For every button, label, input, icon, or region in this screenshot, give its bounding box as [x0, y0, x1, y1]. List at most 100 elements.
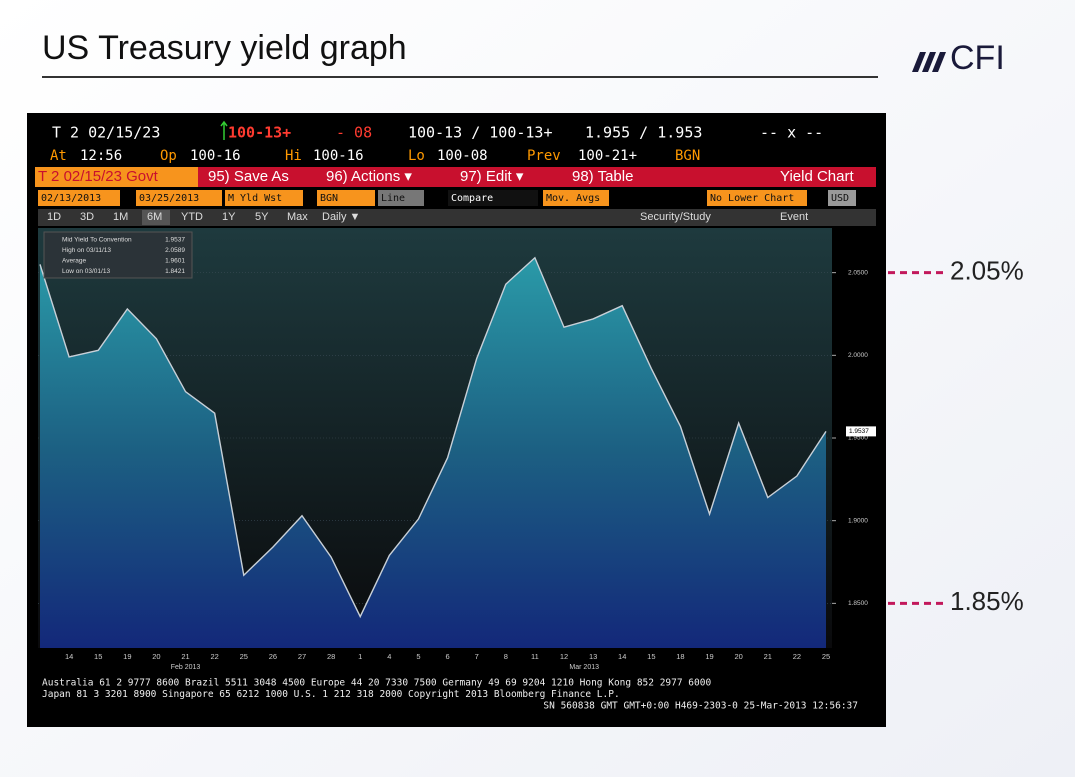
legend-label: Mid Yield To Convention: [62, 237, 132, 244]
x-tick-label: 20: [152, 652, 160, 661]
control-text[interactable]: Mov. Avgs: [546, 193, 600, 204]
stat-label: Lo: [408, 148, 425, 164]
stat-value: 100-21+: [578, 148, 637, 164]
control-box: [828, 190, 856, 206]
toolbar-item[interactable]: 97) Edit ▾: [460, 168, 524, 185]
x-tick-label: 18: [676, 652, 684, 661]
control-text[interactable]: 03/25/2013: [139, 193, 199, 204]
stat-value: 100-08: [437, 148, 488, 164]
control-text[interactable]: 02/13/2013: [41, 193, 101, 204]
x-tick-label: 6: [445, 652, 449, 661]
security-box: [35, 167, 198, 187]
stat-label: Hi: [285, 148, 302, 164]
range-item[interactable]: 1D: [47, 211, 61, 223]
control-text[interactable]: BGN: [320, 193, 338, 204]
logo-text: CFI: [950, 39, 1005, 77]
range-item[interactable]: 1M: [113, 211, 128, 223]
legend-value: 1.9537: [165, 237, 185, 244]
legend-label: Average: [62, 258, 86, 265]
x-tick-label: 26: [269, 652, 277, 661]
toolbar-item[interactable]: Yield Chart: [780, 168, 854, 185]
legend-label: Low on 03/01/13: [62, 268, 110, 275]
stat-value: 12:56: [80, 148, 122, 164]
quote-text: - 08: [336, 124, 372, 142]
last-value-label: 1.9537: [849, 428, 869, 435]
range-item[interactable]: 5Y: [255, 211, 269, 223]
x-tick-label: 11: [531, 652, 539, 661]
control-text[interactable]: Compare: [451, 193, 493, 204]
x-tick-label: 4: [387, 652, 391, 661]
control-box: [225, 190, 303, 206]
range-item[interactable]: 6M: [147, 211, 162, 223]
last-value-tag: [846, 426, 876, 437]
y-tick-label: 1.9000: [848, 517, 868, 524]
legend-label: High on 03/11/13: [62, 247, 111, 254]
quote-text: 100-13+: [228, 124, 291, 142]
control-box: [317, 190, 375, 206]
control-text[interactable]: USD: [831, 193, 849, 204]
x-tick-label: 8: [504, 652, 508, 661]
quote-text: -- x --: [760, 124, 823, 142]
x-tick-label: 22: [210, 652, 218, 661]
control-box: [448, 190, 538, 206]
x-tick-label: 15: [94, 652, 102, 661]
yield-line: [39, 256, 827, 619]
range-item[interactable]: 3D: [80, 211, 94, 223]
x-tick-label: 21: [764, 652, 772, 661]
x-tick-label: 27: [298, 652, 306, 661]
control-box: [136, 190, 222, 206]
quote-text: 1.955 / 1.953: [585, 124, 702, 142]
x-tick-label: 13: [589, 652, 597, 661]
control-text[interactable]: M Yld Wst: [228, 193, 282, 204]
footer-text: Japan 81 3 3201 8900 Singapore 65 6212 1…: [42, 689, 620, 700]
logo: CFI: [912, 39, 1005, 77]
range-item[interactable]: Daily ▼: [322, 211, 360, 223]
control-text[interactable]: No Lower Chart: [710, 193, 794, 204]
control-box: [707, 190, 807, 206]
x-tick-label: 20: [734, 652, 742, 661]
stat-label: Op: [160, 148, 177, 164]
x-tick-label: 14: [65, 652, 73, 661]
x-tick-label: 7: [475, 652, 479, 661]
toolbar: [35, 167, 876, 187]
legend-value: 2.0589: [165, 247, 185, 254]
y-tick-label: 2.0500: [848, 269, 868, 276]
legend-box: [43, 231, 193, 279]
toolbar-item[interactable]: 98) Table: [572, 168, 633, 185]
footer-text: Australia 61 2 9777 8600 Brazil 5511 304…: [42, 678, 711, 689]
x-tick-label: 5: [416, 652, 420, 661]
control-box: [543, 190, 609, 206]
stat-value: 100-16: [313, 148, 364, 164]
control-box: [378, 190, 424, 206]
range-item[interactable]: YTD: [181, 211, 203, 223]
range-item[interactable]: 1Y: [222, 211, 236, 223]
legend-value: 1.9601: [165, 258, 185, 265]
area-fill: [40, 257, 826, 648]
toolbar-item[interactable]: 96) Actions ▾: [326, 168, 412, 185]
stat-label: Prev: [527, 148, 561, 164]
toolbar-item[interactable]: T 2 02/15/23 Govt: [38, 168, 159, 185]
x-tick-label: 15: [647, 652, 655, 661]
annotation: 1.85%: [950, 586, 1024, 616]
x-tick-label: 19: [123, 652, 131, 661]
range-item[interactable]: Security/Study: [640, 211, 711, 223]
legend-value: 1.8421: [165, 268, 185, 275]
x-tick-label: 19: [705, 652, 713, 661]
x-tick-label: 14: [618, 652, 626, 661]
quote-text: 100-13 / 100-13+: [408, 124, 553, 142]
range-selected: [142, 210, 170, 225]
stat-value: 100-16: [190, 148, 241, 164]
control-text[interactable]: Line: [381, 193, 405, 204]
x-tick-label: 12: [560, 652, 568, 661]
up-arrow: [220, 120, 228, 140]
stat-label: At: [50, 148, 67, 164]
month-label: Mar 2013: [569, 664, 599, 671]
toolbar-item[interactable]: 95) Save As: [208, 168, 289, 185]
footer-text: SN 560838 GMT GMT+0:00 H469-2303-0 25-Ma…: [543, 701, 858, 712]
range-item[interactable]: Max: [287, 211, 308, 223]
range-item[interactable]: Event: [780, 211, 808, 223]
x-tick-label: 22: [793, 652, 801, 661]
x-tick-label: 28: [327, 652, 335, 661]
control-box: [38, 190, 120, 206]
